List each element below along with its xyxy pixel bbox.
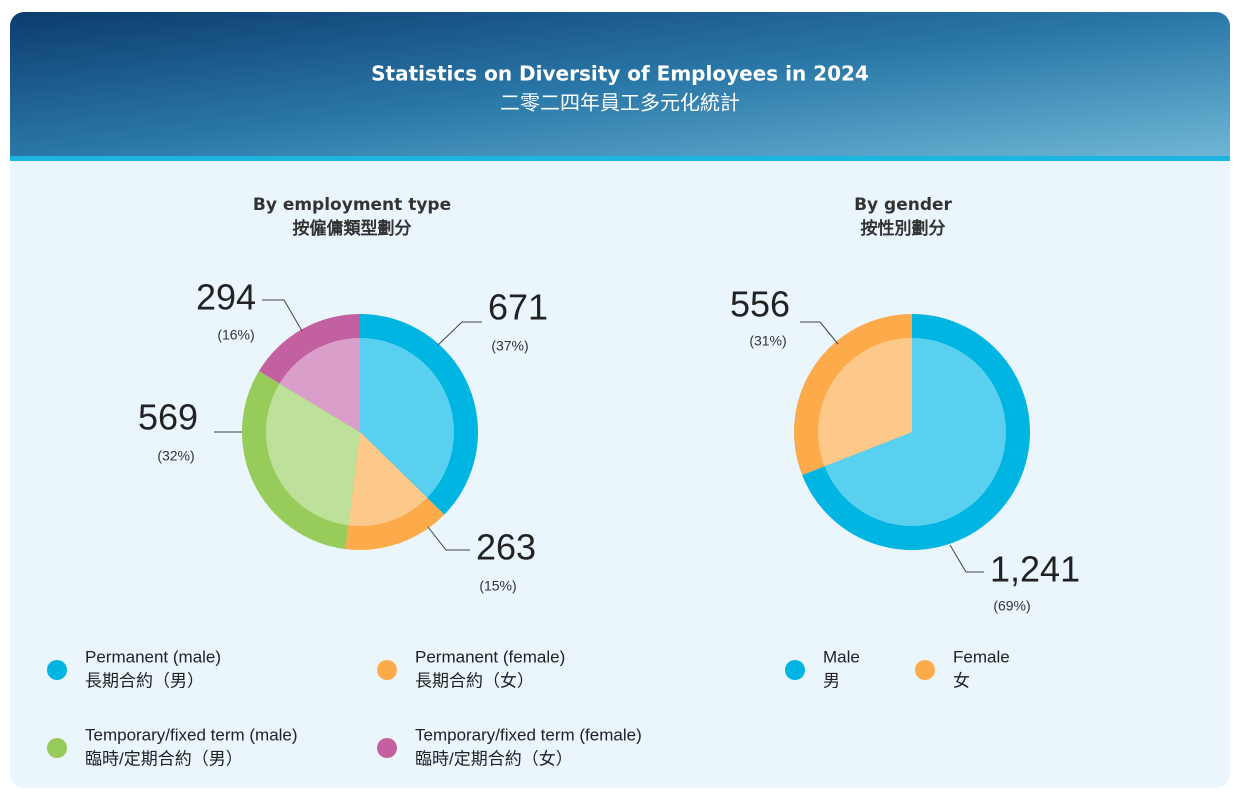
legend-swatch [785,660,805,680]
header-title-zh: 二零二四年員工多元化統計 [500,91,740,115]
legend-label-zh: 臨時/定期合約（女） [415,749,573,768]
chart-title: By employment type [253,195,451,215]
legend-label: Male [823,647,860,666]
percent-label: (69%) [993,598,1030,614]
percent-label: (16%) [217,327,254,343]
percent-label: (32%) [157,448,194,464]
chart-title-zh: 按性別劃分 [861,218,946,239]
legend-label: Temporary/fixed term (male) [85,725,298,744]
legend-label-zh: 長期合約（男） [85,671,204,690]
legend-swatch [47,660,67,680]
pie-slice-inner [360,338,454,498]
percent-label: (15%) [479,578,516,594]
legend-label: Temporary/fixed term (female) [415,725,642,744]
header-rule [10,156,1230,161]
leader-line [437,321,482,346]
percent-label: (31%) [749,333,786,349]
legend-label: Permanent (female) [415,647,565,666]
value-label: 671 [488,287,548,328]
value-label: 569 [138,397,198,438]
leader-line [262,299,303,332]
pie-slice-inner [824,338,1006,526]
header-band [10,12,1230,158]
pie-slice-inner [279,338,360,432]
pie-slice-inner [348,432,428,526]
value-label: 1,241 [990,549,1080,590]
header-title: Statistics on Diversity of Employees in … [371,62,869,86]
chart-title: By gender [854,195,952,215]
pie-slice-inner [266,383,360,526]
value-label: 263 [476,527,536,568]
leader-line [949,544,984,573]
legend-swatch [915,660,935,680]
leader-line [427,526,470,551]
legend-label-zh: 男 [823,671,840,690]
pie-slice-inner [817,338,912,467]
legend-label-zh: 臨時/定期合約（男） [85,749,243,768]
percent-label: (37%) [491,338,528,354]
value-label: 294 [196,277,256,318]
legend-swatch [377,660,397,680]
legend-swatch [377,738,397,758]
value-label: 556 [730,284,790,325]
legend-label-zh: 女 [953,671,970,690]
legend-label: Female [953,647,1010,666]
legend-swatch [47,738,67,758]
chart-title-zh: 按僱傭類型劃分 [293,218,412,239]
legend-label-zh: 長期合約（女） [415,671,534,690]
leader-line [800,321,839,345]
card [10,12,1230,788]
legend-label: Permanent (male) [85,647,221,666]
